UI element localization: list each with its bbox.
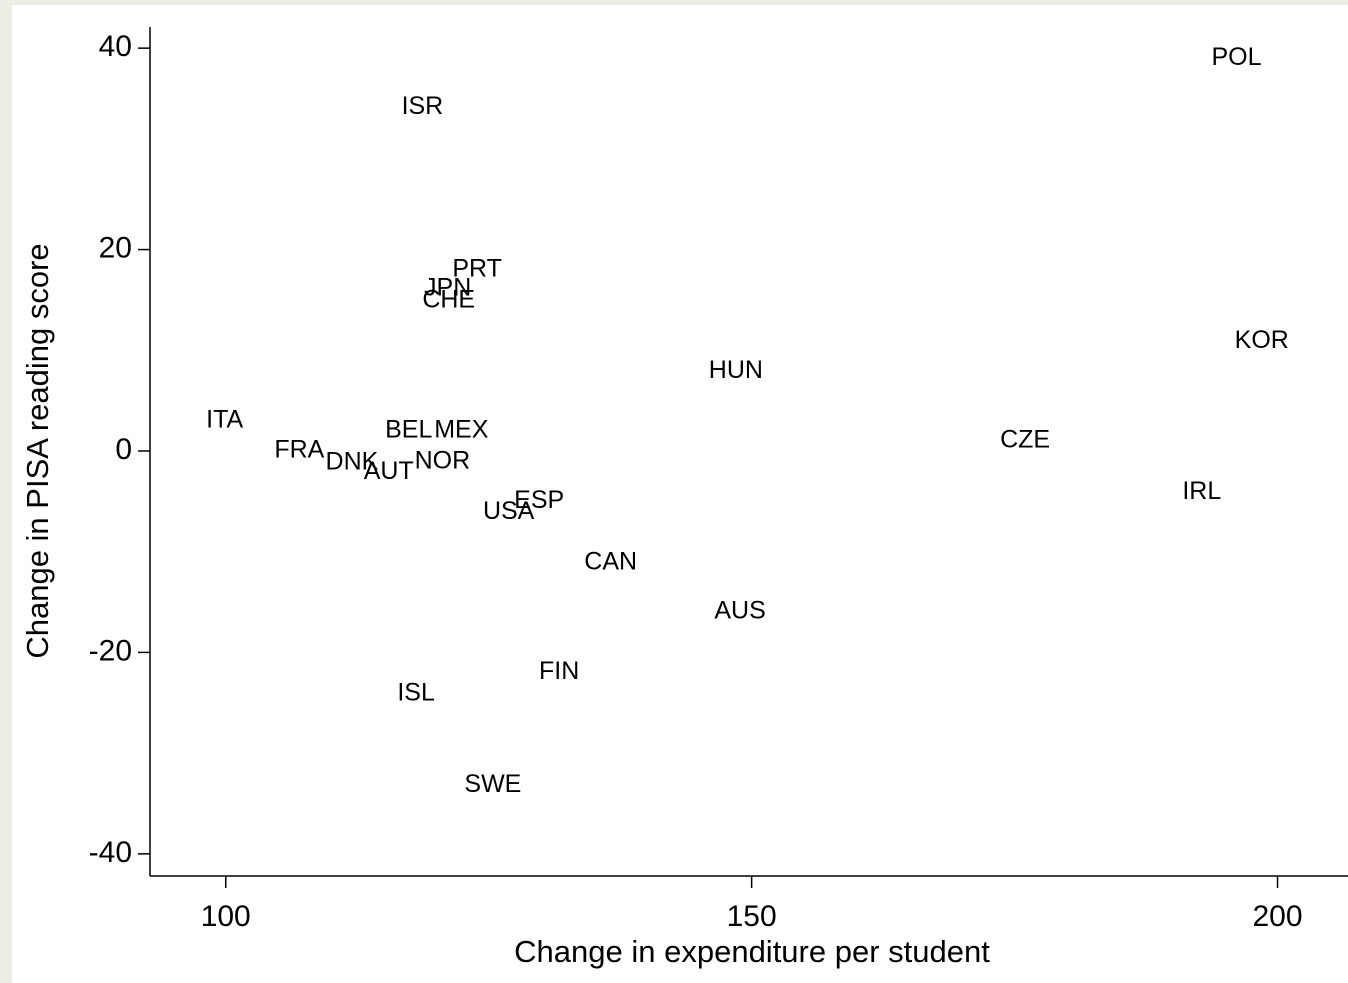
point-label: BEL <box>385 415 432 443</box>
y-tick-label: -20 <box>89 634 132 667</box>
point-label: SWE <box>464 770 521 798</box>
point-label: ITA <box>206 405 243 433</box>
x-axis-label: Change in expenditure per student <box>514 934 990 969</box>
point-label: IRL <box>1182 477 1221 505</box>
point-label: FRA <box>274 436 324 464</box>
point-label: DNK <box>326 448 379 476</box>
x-tick-label: 150 <box>727 900 777 933</box>
y-tick-label: 0 <box>115 433 132 466</box>
x-tick-label: 200 <box>1252 900 1302 933</box>
point-label: HUN <box>709 356 763 384</box>
point-label: PRT <box>452 254 502 282</box>
x-tick-label: 100 <box>201 900 251 933</box>
point-label: USA <box>483 497 535 525</box>
chart-background <box>12 5 1348 983</box>
point-label: ISR <box>402 92 444 120</box>
y-axis-label: Change in PISA reading score <box>20 243 55 658</box>
y-tick-label: 40 <box>99 30 132 63</box>
point-label: AUT <box>364 457 414 485</box>
point-label: FIN <box>539 657 579 685</box>
point-label: JPN <box>424 273 471 301</box>
point-label: CHE <box>422 286 475 314</box>
point-label: POL <box>1211 43 1261 71</box>
point-label: CZE <box>1000 426 1050 454</box>
point-label: AUS <box>714 597 765 625</box>
point-label: KOR <box>1235 326 1289 354</box>
point-label: CAN <box>584 547 637 575</box>
y-tick-label: -40 <box>89 836 132 869</box>
point-label: ISL <box>397 678 435 706</box>
point-label: MEX <box>434 415 489 443</box>
point-label: ESP <box>514 486 564 514</box>
point-label: NOR <box>415 447 471 475</box>
y-tick-label: 20 <box>99 231 132 264</box>
